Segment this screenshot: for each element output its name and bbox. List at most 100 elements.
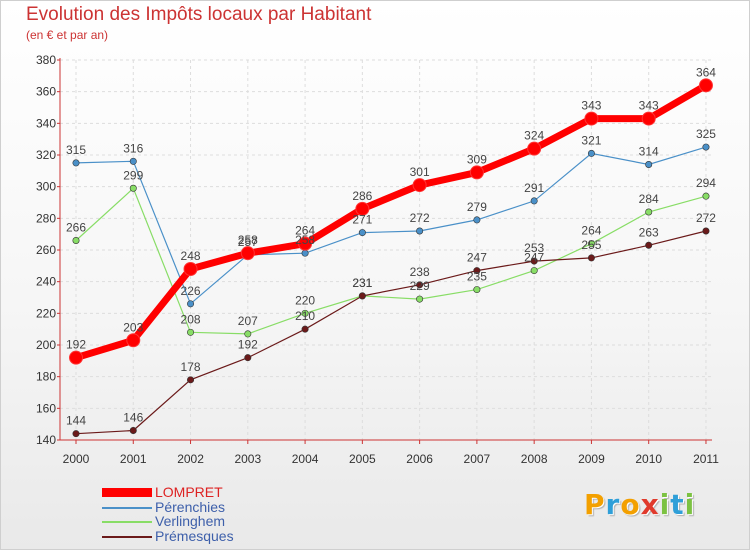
data-point-verlinghem: [72, 237, 80, 245]
data-label-premesques: 146: [123, 411, 143, 425]
data-label-premesques: 144: [66, 414, 86, 428]
data-point-lompret: [412, 178, 427, 193]
series-line-perenchies: [75, 146, 707, 305]
logo-letter: P: [584, 488, 606, 521]
legend-item-verlinghem: Verlinghem: [102, 513, 362, 529]
y-tick-label: 180: [36, 370, 56, 384]
data-point-premesques: [645, 241, 653, 249]
legend-label: Prémesques: [155, 527, 234, 544]
data-point-perenchies: [587, 149, 595, 157]
data-label-lompret: 364: [696, 65, 716, 79]
data-point-premesques: [72, 430, 80, 438]
data-point-lompret: [527, 141, 542, 156]
x-tick-label: 2011: [693, 452, 719, 466]
data-label-verlinghem: 235: [467, 270, 487, 284]
data-label-premesques: 272: [696, 211, 716, 225]
data-label-premesques: 210: [295, 309, 315, 323]
data-point-perenchies: [187, 300, 195, 308]
x-tick-label: 2003: [234, 452, 261, 466]
data-label-verlinghem: 229: [410, 279, 430, 293]
x-tick-label: 2004: [292, 452, 319, 466]
data-point-premesques: [416, 281, 424, 289]
data-label-verlinghem: 247: [524, 251, 544, 265]
series-line-premesques: [75, 230, 707, 435]
data-point-premesques: [301, 325, 309, 333]
x-tick-label: 2000: [63, 452, 90, 466]
data-point-perenchies: [645, 161, 653, 169]
legend-swatch: [102, 521, 152, 523]
data-point-premesques: [244, 354, 252, 362]
proxiti-logo: Proxiti: [584, 488, 695, 521]
y-tick-label: 280: [36, 211, 56, 225]
data-label-lompret: 343: [581, 99, 601, 113]
data-point-verlinghem: [645, 208, 653, 216]
data-label-verlinghem: 294: [696, 176, 716, 190]
y-tick-label: 380: [36, 53, 56, 67]
y-tick-label: 360: [36, 85, 56, 99]
y-tick-label: 200: [36, 338, 56, 352]
data-label-lompret: 309: [467, 152, 487, 166]
y-tick-label: 260: [36, 243, 56, 257]
data-point-perenchies: [72, 159, 80, 167]
data-label-perenchies: 316: [123, 141, 143, 155]
data-point-perenchies: [358, 229, 366, 237]
series-lines: [69, 78, 713, 438]
data-label-premesques: 238: [410, 265, 430, 279]
logo-letter: t: [670, 488, 685, 521]
y-tick-label: 340: [36, 116, 56, 130]
data-label-lompret: 286: [352, 189, 372, 203]
legend-label: Verlinghem: [155, 513, 226, 529]
x-tick-label: 2008: [521, 452, 548, 466]
x-tick-label: 2005: [349, 452, 376, 466]
data-label-perenchies: 257: [238, 235, 258, 249]
data-point-lompret: [584, 111, 599, 126]
data-point-verlinghem: [244, 330, 252, 338]
data-label-perenchies: 279: [467, 200, 487, 214]
data-point-verlinghem: [416, 295, 424, 303]
x-tick-label: 2007: [464, 452, 491, 466]
data-point-lompret: [469, 165, 484, 180]
data-label-premesques: 247: [467, 251, 487, 265]
data-point-premesques: [473, 267, 481, 275]
data-point-lompret: [240, 246, 255, 261]
data-point-premesques: [587, 254, 595, 262]
data-label-perenchies: 291: [524, 181, 544, 195]
data-point-premesques: [358, 292, 366, 300]
logo-letter: i: [659, 488, 671, 521]
legend-label: LOMPRET: [155, 484, 223, 500]
x-tick-label: 2009: [578, 452, 605, 466]
data-label-premesques: 263: [639, 225, 659, 239]
data-point-perenchies: [530, 197, 538, 205]
legend-swatch: [102, 506, 152, 509]
y-tick-label: 300: [36, 180, 56, 194]
data-label-perenchies: 325: [696, 127, 716, 141]
y-tick-label: 220: [36, 306, 56, 320]
data-label-premesques: 178: [181, 360, 201, 374]
data-label-lompret: 324: [524, 129, 544, 143]
data-label-verlinghem: 266: [66, 221, 86, 235]
x-tick-label: 2002: [177, 452, 204, 466]
chart-subtitle: (en € et par an): [26, 28, 109, 42]
series-line-lompret: [74, 82, 708, 362]
data-point-verlinghem: [301, 309, 309, 317]
data-label-perenchies: 315: [66, 143, 86, 157]
data-label-lompret: 258: [238, 233, 258, 247]
data-point-premesques: [187, 376, 195, 384]
data-label-perenchies: 258: [295, 233, 315, 247]
data-point-premesques: [530, 257, 538, 265]
data-label-verlinghem: 299: [123, 168, 143, 182]
x-tick-label: 2010: [635, 452, 662, 466]
series-line-verlinghem: [75, 187, 707, 335]
chart-title: Evolution des Impôts locaux par Habitant: [26, 4, 372, 25]
data-point-premesques: [129, 426, 137, 434]
data-point-verlinghem: [129, 184, 137, 192]
data-point-perenchies: [129, 157, 137, 165]
axes: 140 160 180 200 220 240 260 280 300 320 340 360 380 2…: [36, 53, 719, 466]
data-label-verlinghem: 208: [181, 312, 201, 326]
data-label-verlinghem: 220: [295, 293, 315, 307]
logo-letter: i: [684, 488, 696, 521]
logo-letter: x: [640, 488, 660, 521]
data-label-perenchies: 321: [581, 133, 601, 147]
